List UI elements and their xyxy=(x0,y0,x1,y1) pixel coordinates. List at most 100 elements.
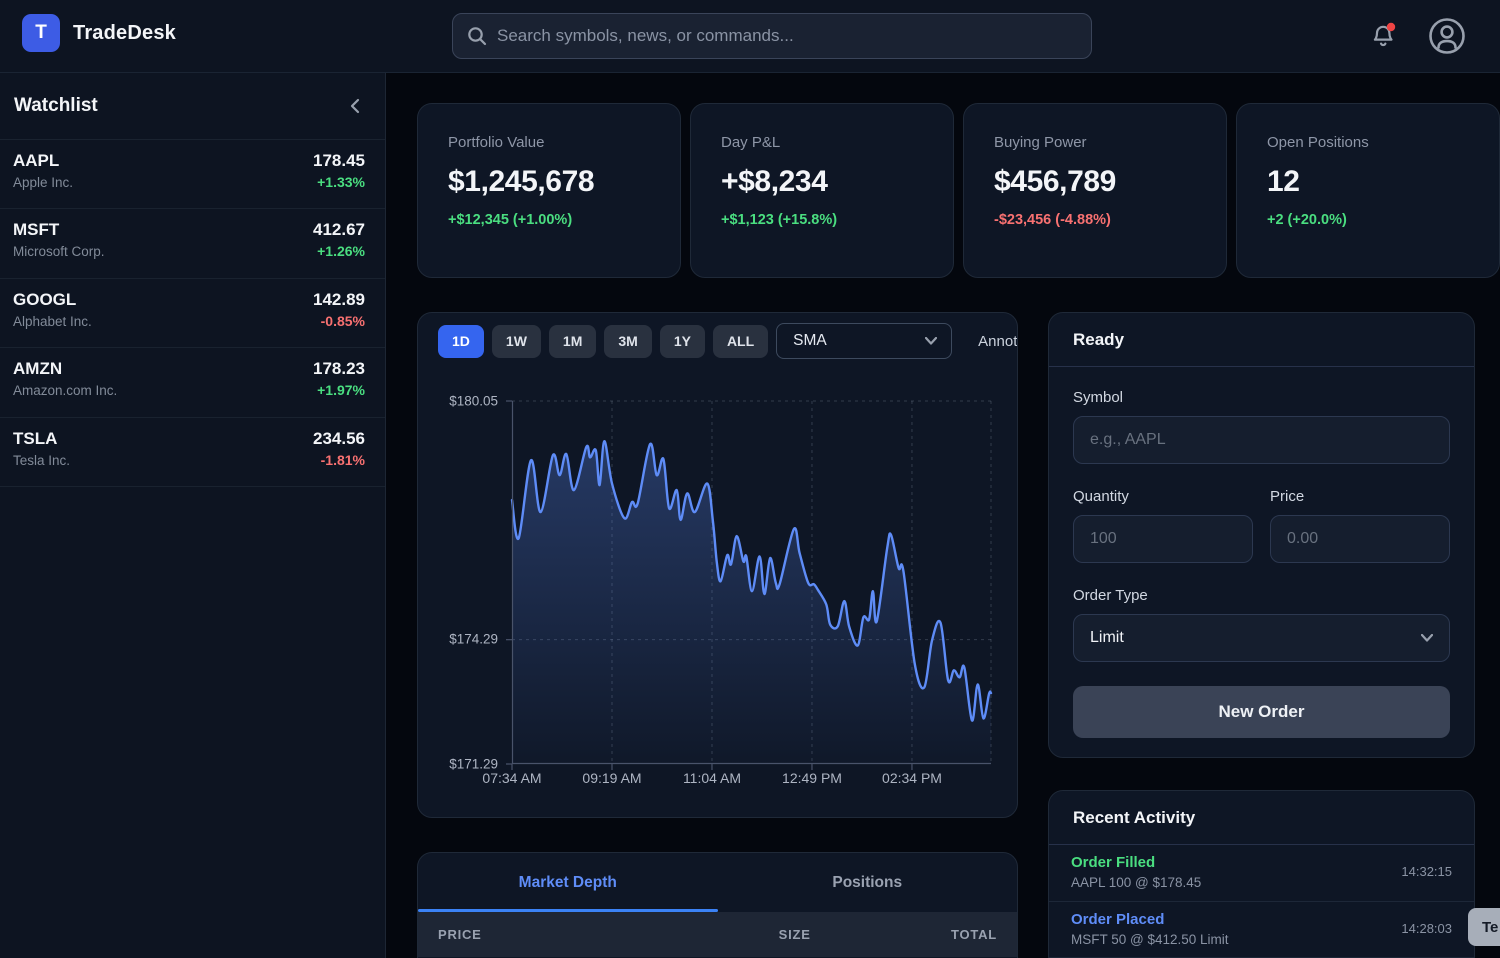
x-axis-tick: 11:04 AM xyxy=(682,770,742,786)
stat-label: Day P&L xyxy=(721,134,781,151)
x-axis-tick: 07:34 AM xyxy=(482,770,542,786)
timeframe-1d-button[interactable]: 1D xyxy=(438,324,484,358)
symbol: AAPL xyxy=(13,151,60,170)
indicator-value: SMA xyxy=(793,332,827,349)
user-avatar-icon xyxy=(1429,18,1465,54)
search-input[interactable] xyxy=(497,26,1077,46)
indicator-select[interactable]: SMA xyxy=(776,323,953,359)
stat-card-buying-power: Buying Power $456,789 -$23,456 (-4.88%) xyxy=(963,103,1227,278)
brand: T TradeDesk xyxy=(22,14,176,52)
stat-card-open-positions: Open Positions 12 +2 (+20.0%) xyxy=(1236,103,1500,278)
bottom-tabs: Market Depth Positions xyxy=(418,853,1017,912)
price: 234.56 xyxy=(313,428,365,448)
change-percent: +1.33% xyxy=(317,174,365,190)
toast-label: Te xyxy=(1482,918,1499,936)
order-entry-panel: Ready Symbol Quantity Price Order Type L… xyxy=(1048,312,1475,758)
stat-card-day-pnl: Day P&L +$8,234 +$1,123 (+15.8%) xyxy=(690,103,954,278)
activity-time: 14:28:03 xyxy=(1401,920,1452,936)
app-logo: T xyxy=(22,14,60,52)
notification-dot xyxy=(1386,22,1396,32)
watchlist-row-googl[interactable]: GOOGL 142.89 Alphabet Inc. -0.85% xyxy=(0,279,385,349)
recent-activity-title: Recent Activity xyxy=(1049,791,1474,845)
activity-row: Order Filled AAPL 100 @ $178.45 14:32:15 xyxy=(1049,845,1474,902)
chevron-down-icon xyxy=(1421,634,1433,642)
price-chart-svg[interactable] xyxy=(506,400,993,770)
order-type-select[interactable]: Limit xyxy=(1073,614,1450,662)
change-percent: -0.85% xyxy=(320,312,365,329)
stat-delta: +$1,123 (+15.8%) xyxy=(721,212,838,228)
y-axis-tick: $180.05 xyxy=(449,393,498,409)
tab-market-depth[interactable]: Market Depth xyxy=(518,873,617,891)
company-name: Microsoft Corp. xyxy=(13,244,105,260)
search-icon xyxy=(468,27,487,46)
annotate-button[interactable]: Annot xyxy=(978,332,1018,350)
x-axis-tick: 12:49 PM xyxy=(782,770,842,786)
stat-label: Open Positions xyxy=(1267,134,1369,151)
new-order-button[interactable]: New Order xyxy=(1073,686,1450,738)
collapse-sidebar-icon[interactable] xyxy=(349,98,361,114)
tab-positions[interactable]: Positions xyxy=(832,873,903,891)
active-tab-underline xyxy=(418,909,718,912)
bell-icon xyxy=(1373,22,1396,47)
change-percent: +1.97% xyxy=(317,382,365,399)
order-type-value: Limit xyxy=(1090,629,1124,646)
watchlist-row-msft[interactable]: MSFT 412.67 Microsoft Corp. +1.26% xyxy=(0,209,385,279)
global-search[interactable] xyxy=(452,13,1092,59)
price-input[interactable] xyxy=(1270,515,1450,563)
symbol-input[interactable] xyxy=(1073,416,1450,464)
stat-value: $456,789 xyxy=(994,165,1116,198)
timeframe-1m-button[interactable]: 1M xyxy=(548,324,597,358)
stat-delta: +2 (+20.0%) xyxy=(1267,212,1347,228)
main-content: Portfolio Value $1,245,678 +$12,345 (+1.… xyxy=(386,73,1500,958)
quantity-label: Quantity xyxy=(1073,488,1129,505)
symbol: GOOGL xyxy=(13,289,77,309)
activity-status: Order Filled xyxy=(1071,854,1156,871)
quantity-input[interactable] xyxy=(1073,515,1253,563)
column-total: TOTAL xyxy=(950,927,997,942)
app-title: TradeDesk xyxy=(73,21,176,44)
activity-row: Order Placed MSFT 50 @ $412.50 Limit 14:… xyxy=(1049,902,1474,958)
watchlist-title: Watchlist xyxy=(14,95,98,116)
stat-card-portfolio-value: Portfolio Value $1,245,678 +$12,345 (+1.… xyxy=(417,103,681,278)
y-axis-tick: $171.29 xyxy=(449,756,498,772)
price: 412.67 xyxy=(313,220,365,240)
price-chart-card: 1D 1W 1M 3M 1Y ALL SMA Annot $180.05 $17… xyxy=(417,312,1018,818)
watchlist-row-amzn[interactable]: AMZN 178.23 Amazon.com Inc. +1.97% xyxy=(0,348,385,418)
watchlist-row-tsla[interactable]: TSLA 234.56 Tesla Inc. -1.81% xyxy=(0,418,385,487)
recent-activity-panel: Recent Activity Order Filled AAPL 100 @ … xyxy=(1048,790,1475,958)
watchlist-row-aapl[interactable]: AAPL 178.45 Apple Inc. +1.33% xyxy=(0,140,385,210)
change-percent: +1.26% xyxy=(317,243,365,260)
change-percent: -1.81% xyxy=(320,451,365,468)
stat-label: Portfolio Value xyxy=(448,134,545,151)
timeframe-3m-button[interactable]: 3M xyxy=(604,324,652,358)
activity-time: 14:32:15 xyxy=(1401,864,1452,879)
depth-table-header: PRICE SIZE TOTAL xyxy=(418,912,1017,957)
order-type-label: Order Type xyxy=(1073,587,1148,604)
account-button[interactable] xyxy=(1427,16,1467,56)
stat-value: 12 xyxy=(1267,165,1300,198)
symbol: MSFT xyxy=(13,220,60,240)
timeframe-all-button[interactable]: ALL xyxy=(712,324,769,358)
symbol: AMZN xyxy=(13,359,63,379)
price-label: Price xyxy=(1270,488,1305,505)
notifications-button[interactable] xyxy=(1363,16,1403,56)
toast-notification[interactable]: Te xyxy=(1468,908,1500,946)
price: 142.89 xyxy=(313,289,365,309)
stat-delta: +$12,345 (+1.00%) xyxy=(448,212,573,228)
market-depth-panel: Market Depth Positions PRICE SIZE TOTAL xyxy=(417,852,1018,958)
topbar: T TradeDesk xyxy=(0,0,1500,73)
y-axis-tick: $174.29 xyxy=(449,631,498,647)
symbol-label: Symbol xyxy=(1073,389,1124,406)
activity-detail: AAPL 100 @ $178.45 xyxy=(1071,875,1202,890)
company-name: Alphabet Inc. xyxy=(13,313,92,329)
timeframe-1y-button[interactable]: 1Y xyxy=(659,324,705,358)
company-name: Tesla Inc. xyxy=(13,452,71,468)
chart-toolbar: 1D 1W 1M 3M 1Y ALL SMA Annot xyxy=(438,323,1017,359)
company-name: Amazon.com Inc. xyxy=(13,383,118,399)
timeframe-1w-button[interactable]: 1W xyxy=(491,324,541,358)
x-axis-tick: 02:34 PM xyxy=(882,770,942,786)
column-size: SIZE xyxy=(778,927,811,942)
stat-label: Buying Power xyxy=(994,134,1087,151)
chevron-down-icon xyxy=(925,337,938,345)
symbol: TSLA xyxy=(13,428,58,448)
